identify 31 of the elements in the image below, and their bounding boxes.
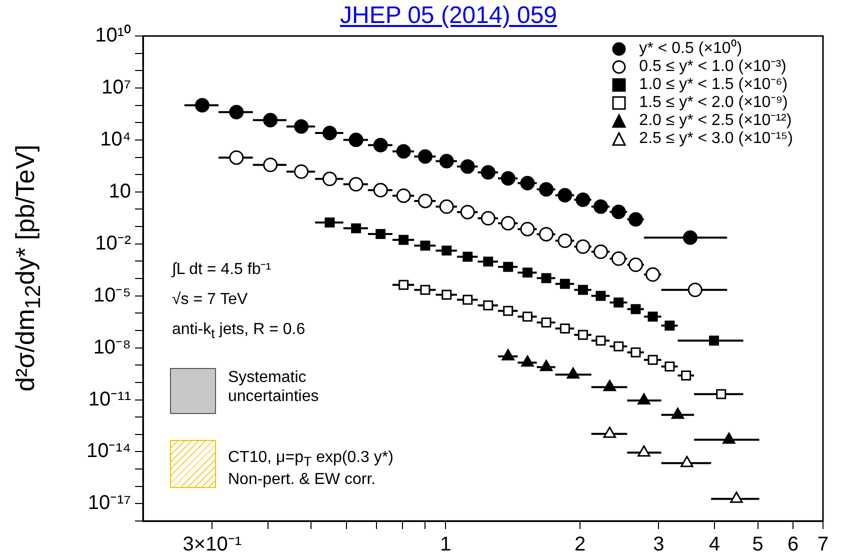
x-tick-label: 5 — [752, 534, 764, 556]
x-tick-label: 4 — [708, 534, 720, 556]
legend-label: 1.0 ≤ y* < 1.5 (×10⁻⁶) — [639, 76, 788, 94]
x-tick-label: 3×10⁻¹ — [182, 534, 242, 556]
annotation: Systematic uncertainties — [228, 368, 320, 406]
y-tick-label: 10⁻⁸ — [93, 336, 131, 358]
legend-label: y* < 0.5 (×10⁰) — [639, 40, 742, 58]
y-tick-label: 10⁻⁵ — [93, 284, 131, 306]
x-tick-label: 2 — [574, 534, 586, 556]
y-tick-label: 10⁻¹¹ — [88, 388, 132, 410]
x-tick-label: 1 — [440, 534, 452, 556]
x-tick-label: 6 — [788, 534, 799, 556]
annotation: ∫L dt = 4.5 fb⁻¹ — [172, 260, 272, 279]
legend-label: 1.5 ≤ y* < 2.0 (×10⁻⁹) — [639, 94, 788, 112]
legend-label: 0.5 ≤ y* < 1.0 (×10⁻³) — [639, 58, 786, 76]
legend-label: 2.0 ≤ y* < 2.5 (×10⁻¹²) — [639, 112, 792, 130]
y-tick-label: 10¹⁰ — [95, 24, 131, 47]
chart-title: JHEP 05 (2014) 059 — [340, 2, 558, 30]
annotation: CT10, μ=p$_{T}$ exp(0.3 y*) — [228, 448, 394, 472]
y-tick-label: 10⁴ — [100, 128, 131, 150]
legend-label: 2.5 ≤ y* < 3.0 (×10⁻¹⁵) — [639, 130, 793, 148]
y-tick-label: 10⁻¹⁴ — [86, 440, 131, 462]
x-tick-label: 7 — [817, 534, 829, 556]
y-tick-label: 10⁻² — [95, 232, 132, 254]
annotation: anti-k$_{t}$ jets, R = 0.6 — [172, 320, 306, 344]
y-tick-label: 10⁻¹⁷ — [88, 492, 131, 514]
annotation: √s = 7 TeV — [172, 290, 248, 309]
y-tick-label: 10 — [108, 180, 131, 202]
y-tick-label: 10⁷ — [102, 76, 131, 98]
annotation: Non-pert. & EW corr. — [228, 470, 376, 489]
x-tick-label: 3 — [653, 534, 664, 556]
